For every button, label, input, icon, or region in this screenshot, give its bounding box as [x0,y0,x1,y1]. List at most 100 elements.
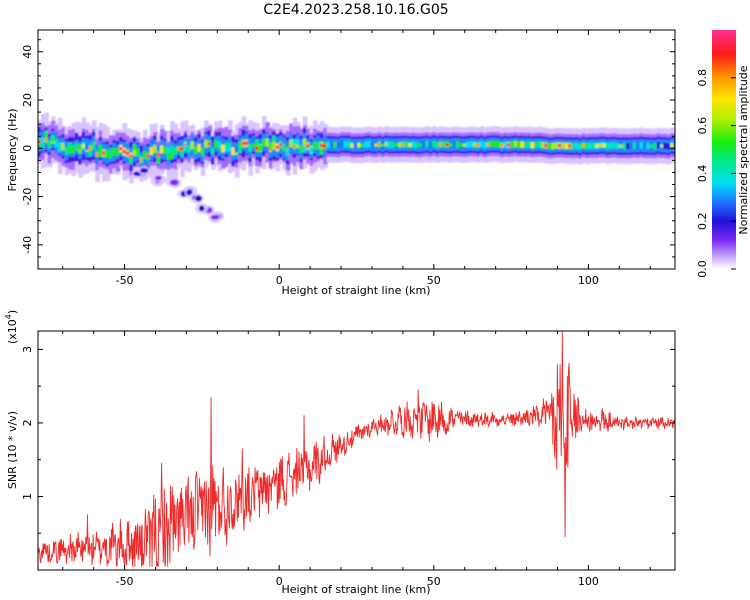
spectrogram-ridge-cell [190,141,196,150]
spectrogram-ridge-cell [605,142,611,150]
spectrogram-ridge-cell [653,143,658,150]
spectrogram-ridge-cell [510,141,515,148]
spectrogram-ridge-cell [112,148,117,156]
spectrogram-ridge-cell [91,142,97,150]
spectrogram-ridge-cell [136,148,141,157]
spectrogram-ridge-cell [57,142,63,150]
spectrogram-ridge-cell [656,142,662,149]
spectrogram-ridge-cell [415,141,420,149]
spectrogram-ridge-cell [214,139,219,148]
spectrogram-ridge-cell [367,141,373,148]
spectrogram-xlabel: Height of straight line (km) [281,284,430,297]
spectrogram-ridge-cell [74,143,80,152]
figure-title: C2E4.2023.258.10.16.G05 [263,2,448,18]
spectrogram-ridge-cell [578,143,583,150]
spectrogram-ridge-cell [551,142,556,150]
spectrogram-ridge-cell [540,141,546,149]
spectrogram-ridge-cell [493,140,498,148]
spectrogram-ridge-cell [425,141,430,148]
colorbar-tick-label: 0.4 [696,165,709,183]
spectrogram-branch-core [210,215,220,220]
snr-y-tick-label: 2 [21,419,34,426]
spectrogram-ridge-cell [554,142,560,149]
spectrogram-ridge-cell [432,140,437,148]
spectrogram-ridge-cell [574,142,580,150]
snr-series-line [38,331,675,567]
spectrogram-x-tick-label: 100 [578,274,599,287]
spectrogram-ticks: -50 0 50 100 -40 -20 0 20 40 [21,30,675,287]
spectrogram-ridge-cell [353,142,359,149]
spectrogram-ridge-cell [517,141,522,148]
spectrogram-ridge-cell [142,151,148,159]
spectrogram-ridge-cell [210,146,216,155]
spectrogram-ridge-cell [98,144,104,153]
spectrogram-y-tick-label: 0 [21,145,34,152]
spectrogram-ridge-cell [585,143,590,150]
spectrogram-ridge-cell [489,140,495,148]
spectrogram-y-tick-label: -40 [21,236,34,254]
snr-panel: -50 0 50 100 1 2 3 Height of straight line (km… [4,310,676,596]
spectrogram-ridge-cell [261,138,267,147]
spectrogram-x-tick-label: 0 [276,274,283,287]
spectrogram-ridge-cell [452,141,458,148]
spectrogram-ridge-cell [520,141,526,148]
spectrogram-ridge-cell [370,141,376,149]
spectrogram-ridge-cell [221,144,226,153]
spectrogram-ridge-cell [571,143,577,150]
colorbar-tick-label: 0.6 [696,117,709,135]
spectrogram-ridge-cell [561,142,566,149]
spectrogram-ridge-cell [61,142,66,151]
spectrogram-ridge-cell [115,148,121,156]
colorbar-ticks: 0.0 0.2 0.4 0.6 0.8 [696,69,736,278]
spectrogram-ridge-cell [173,147,179,155]
snr-x-tick-label: 50 [427,575,441,588]
spectrogram-ylabel: Frequency (Hz) [6,109,19,192]
spectrogram-ridge-cell [40,137,46,146]
spectrogram-ridge-cell [231,147,236,156]
spectrogram-frame [37,29,676,270]
spectrogram-branch-core [195,195,202,202]
snr-frame [37,330,676,571]
spectrogram-ridge-cell [608,142,614,149]
spectrogram-ridge-cell [639,142,645,149]
spectrogram-ridge-cell [564,142,570,150]
spectrogram-ridge-cell [513,140,519,148]
spectrogram-x-tick-label: 50 [427,274,441,287]
spectrogram-ridge-cell [547,143,553,150]
spectrogram-ridge-cell [336,142,342,149]
spectrogram-ridge-cell [466,141,471,148]
spectrogram-ridge-cell [302,138,308,147]
spectrogram-ridge-cell [272,141,277,150]
spectrogram-ridge-cell [149,147,155,155]
snr-x-tick-label: -50 [116,575,134,588]
spectrogram-ridge-cell [523,141,529,148]
spectrogram-ridge-cell [251,139,257,148]
snr-multiplier-exp: 4 [4,314,13,319]
snr-ticks: -50 0 50 100 1 2 3 [21,331,675,588]
spectrogram-ridge-cell [530,142,536,149]
spectrogram-ridge-cell [435,141,441,149]
spectrogram-branch-core [140,168,149,173]
spectrogram-branch-core [199,205,205,212]
spectrogram-ridge-cell [503,141,509,148]
spectrogram-ridge-cell [71,145,77,154]
spectrogram-ridge-cell [666,143,672,150]
spectrogram-ridge-cell [636,142,641,150]
spectrogram-ridge-cell [238,141,243,150]
spectrogram-ridge-cell [159,145,165,154]
spectrogram-ridge-cell [663,142,668,149]
spectrogram-ridge-cell [411,141,417,148]
spectrogram-ridge-cell [299,145,305,153]
spectrogram-ridge-cell [105,150,111,158]
colorbar-tick-label: 0.8 [696,69,709,87]
spectrogram-y-tick-label: 40 [21,45,34,59]
spectrogram-ridge-cell [330,141,335,149]
spectrogram-ridge-cell [646,142,651,150]
snr-x-tick-label: 100 [578,575,599,588]
spectrogram-branch-core [170,179,179,186]
spectrogram-ridge-cell [442,141,447,148]
spectrogram-ridge-cell [632,142,638,149]
spectrogram-ridge-cell [248,144,253,152]
spectrogram-ridge-cell [469,141,475,148]
